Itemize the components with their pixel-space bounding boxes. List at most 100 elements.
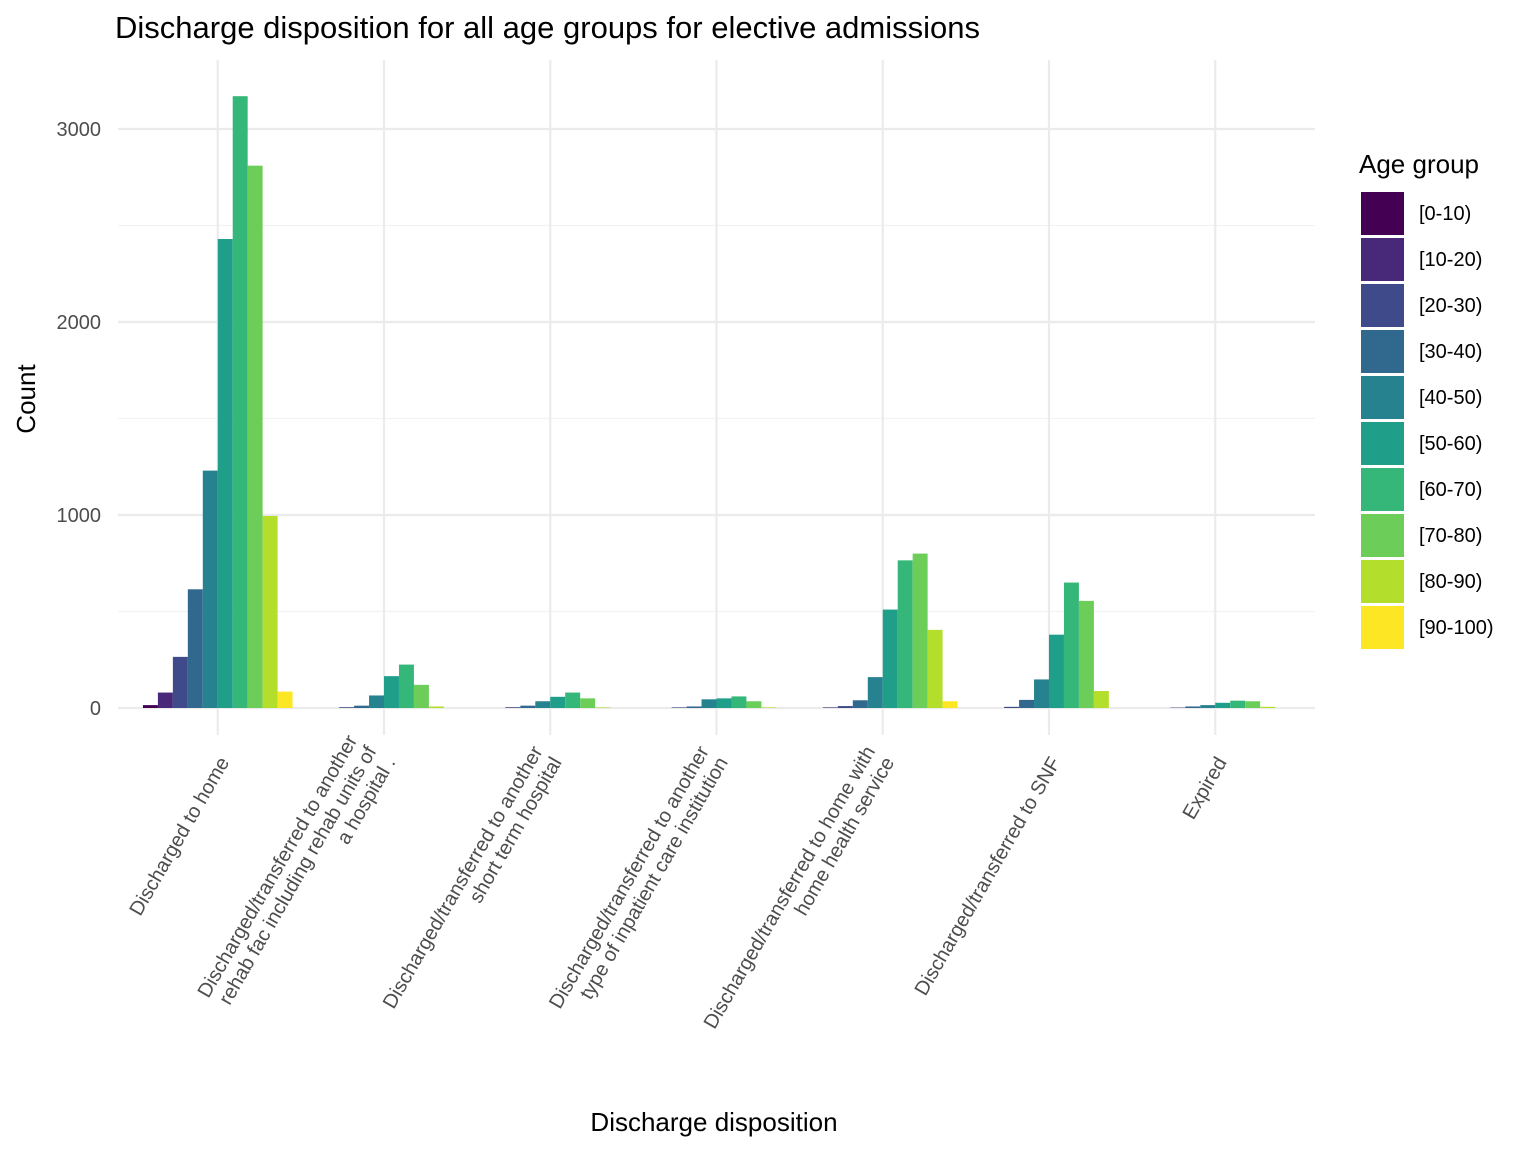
bar (716, 698, 732, 708)
legend-swatch (1361, 468, 1404, 511)
x-tick-label-line: rehab fac including rehab units of (215, 742, 382, 1009)
y-tick-label: 0 (90, 698, 101, 720)
bar (595, 707, 611, 708)
legend-label: [80-90) (1419, 571, 1482, 593)
bar (1034, 679, 1049, 708)
chart-title: Discharge disposition for all age groups… (115, 10, 980, 45)
x-tick-label-line: type of inpatient care institution (576, 754, 733, 1004)
bar (701, 699, 717, 708)
bar (1185, 706, 1201, 708)
x-tick-label-line: Discharged/transferred to another (545, 742, 714, 1012)
bars-layer (142, 96, 1276, 709)
bar (172, 656, 188, 708)
legend: Age group [0-10) [10-20) [20-30) [30-40) [40… (1359, 149, 1494, 649)
bar (232, 96, 248, 708)
bar (142, 705, 158, 708)
bar (1063, 582, 1079, 708)
x-tick-label-line: Discharged to home (126, 754, 235, 920)
bar (1230, 700, 1246, 708)
bar (550, 696, 566, 708)
legend-swatch (1361, 330, 1404, 373)
bar (897, 560, 913, 708)
legend-swatch (1361, 560, 1404, 603)
bar (1019, 699, 1035, 708)
bar (505, 707, 521, 708)
y-tick-label: 2000 (57, 312, 102, 334)
bar (247, 165, 263, 709)
legend-swatch (1361, 284, 1404, 327)
legend-label: [50-60) (1419, 433, 1482, 455)
bar (686, 706, 702, 708)
bar (428, 706, 444, 708)
bar (413, 684, 429, 708)
bar (187, 589, 203, 708)
bar (1093, 691, 1109, 708)
legend-label: [40-50) (1419, 387, 1482, 409)
legend-swatch (1361, 422, 1404, 465)
grid-layer (118, 60, 1315, 735)
bar (867, 677, 883, 708)
x-tick-label-line: Discharged/transferred to SNF (911, 754, 1066, 1000)
x-axis-ticks: Discharged to home Discharged/transferred… (126, 731, 1232, 1033)
bar (761, 707, 777, 708)
bar (882, 609, 898, 708)
bar (339, 707, 355, 708)
bar (912, 553, 928, 708)
x-tick-label: Discharged to home (126, 754, 235, 920)
x-tick-label-line: Discharged/transferred to home with (700, 743, 880, 1033)
y-axis-title: Count (11, 364, 41, 434)
legend-label: [20-30) (1419, 295, 1482, 317)
legend-label: [90-100) (1419, 617, 1494, 639)
bar (731, 696, 747, 708)
bar (565, 692, 581, 708)
x-tick-label: Expired (1179, 754, 1232, 824)
bar (671, 707, 687, 708)
legend-label: [30-40) (1419, 341, 1482, 363)
bar (1245, 701, 1261, 708)
bar (927, 629, 943, 708)
bar (157, 692, 173, 708)
bar (1215, 702, 1231, 708)
bar (1049, 634, 1064, 708)
bar (262, 515, 278, 708)
bar (942, 701, 958, 708)
bar (837, 706, 853, 708)
bar (1004, 706, 1020, 708)
legend-label: [0-10) (1419, 203, 1471, 225)
y-tick-label: 3000 (57, 119, 102, 141)
bar (277, 691, 293, 708)
bar (852, 700, 868, 708)
bar (1260, 706, 1276, 708)
x-axis-title: Discharge disposition (590, 1107, 837, 1137)
legend-swatch (1361, 238, 1404, 281)
bar (398, 664, 414, 708)
bar (202, 470, 218, 708)
bar (354, 705, 370, 708)
bar (822, 707, 838, 708)
x-tick-label-line: Expired (1179, 754, 1232, 824)
y-axis-ticks: 0 1000 2000 3000 (57, 119, 102, 720)
bar (746, 701, 762, 708)
legend-label: [60-70) (1419, 479, 1482, 501)
y-tick-label: 1000 (57, 505, 102, 527)
bar (580, 698, 596, 708)
legend-title: Age group (1359, 149, 1479, 179)
x-tick-label: Discharged/transferred to SNF (911, 754, 1066, 1000)
bar (217, 239, 233, 708)
bar (1200, 705, 1216, 708)
bar (535, 701, 551, 708)
bar (1078, 600, 1094, 708)
legend-swatch (1361, 376, 1404, 419)
legend-swatch (1361, 514, 1404, 557)
bar (384, 676, 399, 708)
legend-swatch (1361, 606, 1404, 649)
bar (369, 695, 384, 708)
legend-label: [10-20) (1419, 249, 1482, 271)
legend-swatch (1361, 192, 1404, 235)
bar (520, 705, 536, 708)
x-tick-label-line: Discharged/transferred to another (379, 742, 548, 1012)
